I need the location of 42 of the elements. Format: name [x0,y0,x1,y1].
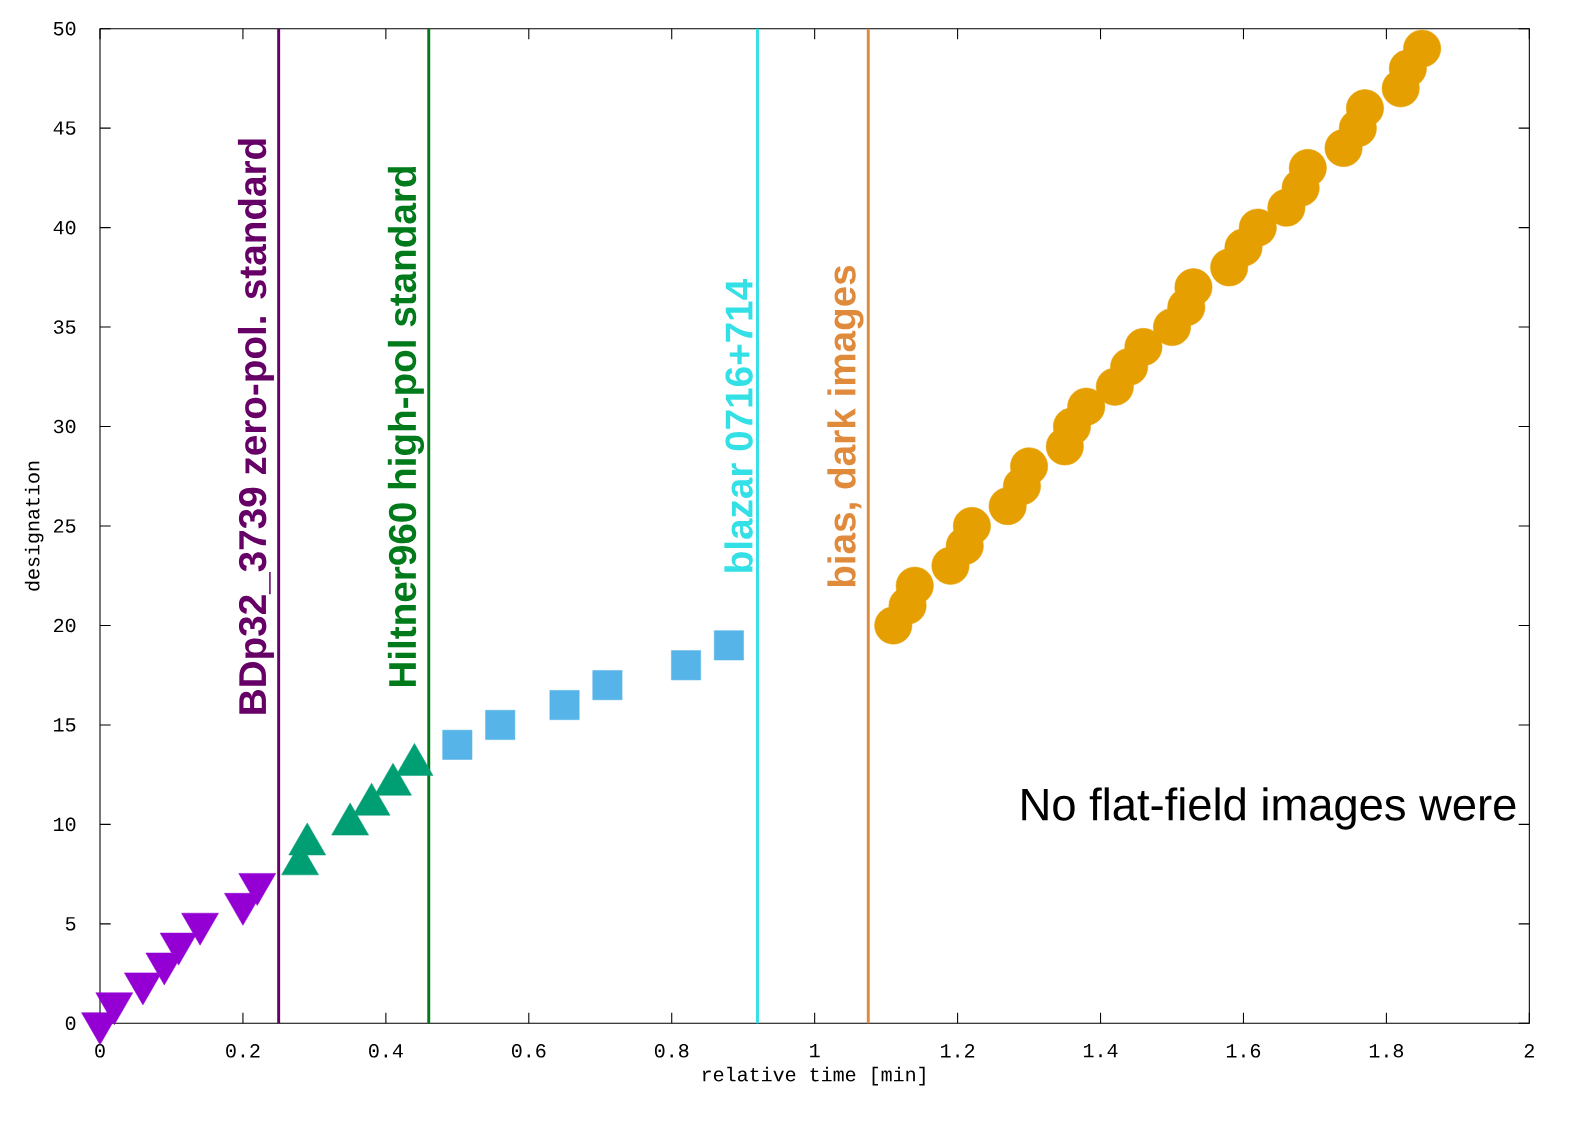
y-tick-label: 5 [65,917,76,931]
point [442,729,473,760]
ref-line-label: blazar 0716+714 [724,279,753,572]
y-tick-label: 20 [54,618,76,633]
point [1238,208,1277,247]
ref-line-label: bias, dark images [827,265,864,587]
x-tick-label: 1.4 [1083,1044,1118,1058]
x-tick-label: 1.6 [1226,1044,1261,1058]
point [671,650,701,681]
ref-line-label: BDp32_3739 zero-pol. standard [237,139,274,714]
point [549,690,580,720]
y-tick-label: 15 [54,718,76,732]
x-tick-label: 2 [1524,1044,1534,1058]
y-tick-label: 45 [53,121,76,135]
x-tick-label: 0.4 [369,1044,403,1058]
y-tick-label: 40 [53,220,76,235]
x-tick-label: 0 [95,1044,105,1058]
x-axis-title: relative time [min] [703,1066,925,1086]
point [713,630,744,661]
ref-line-label: Hiltner960 high-pol standard [387,166,425,687]
y-tick-label: 30 [53,419,76,434]
y-tick-label: 35 [53,320,76,334]
point [1067,387,1106,426]
y-tick-label: 10 [54,817,76,832]
y-tick-label: 25 [54,519,76,533]
annotation: No flat-field images were [1022,787,1516,830]
point [895,566,934,605]
point [952,507,991,545]
y-tick-label: 50 [53,21,76,36]
point [1288,148,1327,187]
x-tick-label: 1 [810,1044,820,1058]
y-tick-label: 0 [65,1016,76,1031]
y-axis-title: designation [24,461,44,591]
x-tick-label: 0.8 [654,1044,689,1058]
point [592,670,623,701]
x-tick-label: 0.6 [512,1044,546,1058]
point [1403,29,1442,68]
point [485,709,516,740]
x-tick-label: 0.2 [226,1044,260,1058]
point [1124,328,1163,366]
x-tick-label: 1.2 [941,1044,975,1058]
x-tick-label: 1.8 [1369,1044,1404,1058]
